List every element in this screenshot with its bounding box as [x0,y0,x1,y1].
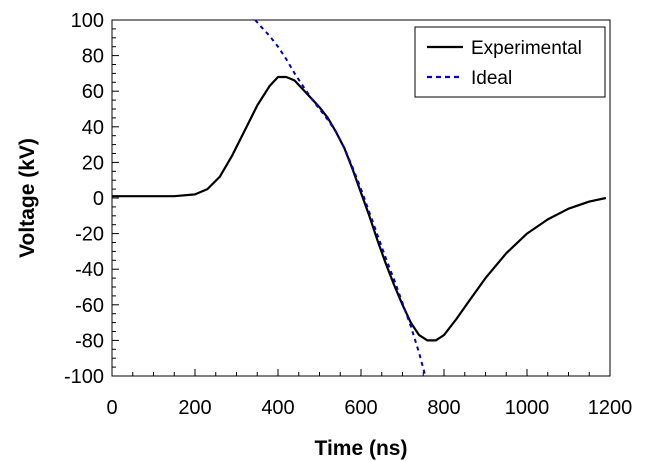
legend: Experimental Ideal [414,26,606,98]
y-tick-label: 60 [82,81,104,103]
y-axis-title: Voltage (kV) [16,138,39,258]
series-ideal [254,19,427,377]
y-tick-label: -80 [75,330,104,352]
legend-label-ideal: Ideal [471,68,512,89]
y-tick-label: 0 [93,188,104,210]
y-tick-label: 100 [71,10,104,32]
legend-box [414,26,606,98]
y-tick-label: -20 [75,224,104,246]
x-tick-label: 200 [178,397,211,419]
x-tick-label: 1200 [588,397,633,419]
y-tick-label: -40 [75,259,104,281]
series-layer [112,19,607,377]
x-tick-label: 1000 [505,397,550,419]
x-tick-label: 400 [261,397,294,419]
y-tick-label: -100 [64,366,104,388]
x-tick-label: 800 [427,397,460,419]
x-tick-label: 0 [106,397,117,419]
series-experimental [112,75,607,342]
y-tick-label: 80 [82,46,104,68]
x-axis-title: Time (ns) [315,437,408,460]
y-tick-label: 20 [82,152,104,174]
y-tick-label: 40 [82,117,104,139]
x-tick-label: 600 [344,397,377,419]
y-tick-label: -60 [75,295,104,317]
legend-label-experimental: Experimental [471,38,582,59]
